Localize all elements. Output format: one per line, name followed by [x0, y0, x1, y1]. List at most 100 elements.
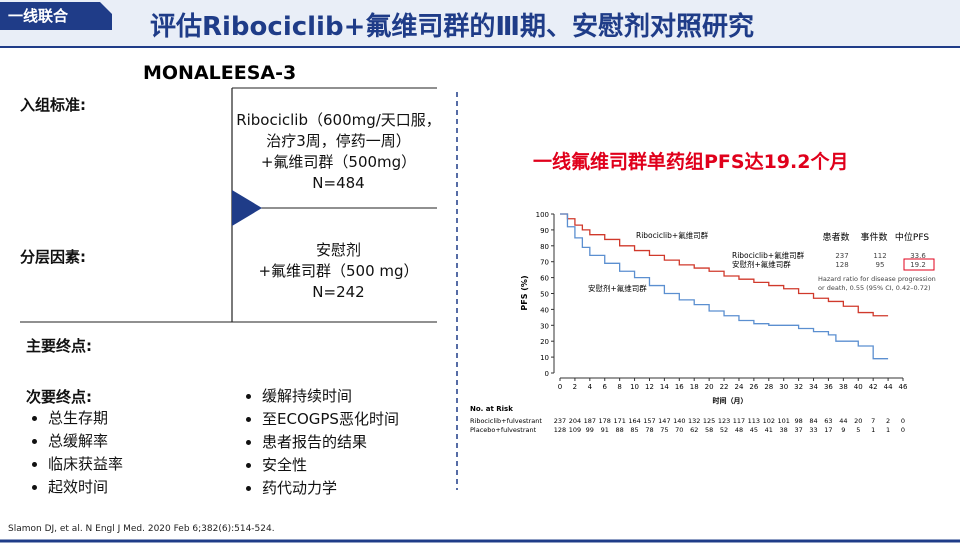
y-tick-label: 70 — [540, 259, 549, 267]
x-tick-label: 14 — [660, 383, 669, 391]
at-risk-count: 102 — [763, 417, 775, 425]
at-risk-count: 109 — [569, 426, 581, 434]
arm-line: +氟维司群（500mg） — [260, 153, 417, 171]
at-risk-count: 37 — [794, 426, 802, 434]
x-tick-label: 16 — [675, 383, 684, 391]
at-risk-count: 9 — [841, 426, 845, 434]
list-item: 药代动力学 — [262, 478, 472, 498]
x-tick-label: 28 — [764, 383, 773, 391]
arm-line: +氟维司群（500 mg） — [258, 262, 419, 280]
at-risk-count: 85 — [630, 426, 638, 434]
at-risk-count: 38 — [780, 426, 788, 434]
at-risk-count: 117 — [733, 417, 745, 425]
at-risk-count: 91 — [601, 426, 609, 434]
slide-title: 评估Ribociclib+氟维司群的Ⅲ期、安慰剂对照研究 — [150, 12, 754, 42]
heading: 分层因素: — [20, 248, 86, 266]
at-risk-count: 70 — [675, 426, 683, 434]
at-risk-count: 41 — [765, 426, 773, 434]
x-axis-label: 时间（月） — [713, 396, 748, 405]
at-risk-count: 113 — [748, 417, 760, 425]
list-item: 起效时间 — [48, 477, 238, 497]
at-risk-count: 147 — [658, 417, 670, 425]
y-tick-label: 10 — [540, 354, 549, 362]
list-item: 安全性 — [262, 455, 472, 475]
at-risk-count: 17 — [824, 426, 832, 434]
at-risk-count: 84 — [809, 417, 817, 425]
at-risk-count: 187 — [584, 417, 596, 425]
arm: Ribociclib（600mg/天口服，治疗3周，停药一周） +氟维司群（500… — [236, 110, 441, 194]
list: 总生存期总缓解率临床获益率起效时间 — [26, 408, 238, 500]
study-name: MONALEESA-3 — [143, 62, 297, 84]
x-tick-label: 6 — [603, 383, 608, 391]
heading: 入组标准: — [20, 96, 86, 114]
at-risk-count: 204 — [569, 417, 581, 425]
figure-headline: 一线氟维司群单药组PFS达19.2个月 — [533, 151, 849, 173]
at-risk-count: 63 — [824, 417, 832, 425]
list-item: 患者报告的结果 — [262, 432, 472, 452]
at-risk-count: 44 — [839, 417, 847, 425]
at-risk-count: 132 — [688, 417, 700, 425]
table-header: 中位PFS — [895, 231, 929, 243]
x-tick-label: 18 — [690, 383, 699, 391]
y-tick-label: 50 — [540, 291, 549, 299]
at-risk-count: 5 — [856, 426, 860, 434]
arm-line: 安慰剂 — [315, 241, 361, 259]
x-tick-label: 24 — [734, 383, 743, 391]
y-tick-label: 40 — [540, 306, 549, 314]
y-tick-label: 30 — [540, 322, 549, 330]
heading: 主要终点: — [26, 337, 92, 355]
header-rule — [0, 46, 960, 48]
table-header: 事件数 — [860, 231, 887, 243]
curve-label: Ribociclib+氟维司群 — [636, 230, 709, 240]
at-risk-count: 140 — [673, 417, 685, 425]
at-risk-count: 62 — [690, 426, 698, 434]
x-tick-label: 36 — [824, 383, 833, 391]
x-tick-label: 42 — [869, 383, 878, 391]
table-row-label: Ribociclib+氟维司群 — [732, 250, 805, 260]
x-tick-label: 26 — [749, 383, 758, 391]
at-risk-title: No. at Risk — [470, 405, 513, 413]
arm-line: N=484 — [312, 174, 365, 192]
at-risk-count: 20 — [854, 417, 862, 425]
hazard-note: or death, 0.55 (95% CI, 0.42–0.72) — [818, 284, 931, 292]
arrow — [232, 190, 262, 226]
at-risk-count: 7 — [871, 417, 875, 425]
citation: Slamon DJ, et al. N Engl J Med. 2020 Feb… — [8, 524, 275, 534]
arm-line: Ribociclib（600mg/天口服，治疗3周，停药一周） — [236, 111, 441, 150]
table-cell: 112 — [873, 252, 886, 260]
arm-line: N=242 — [312, 283, 365, 301]
table-cell: 95 — [876, 261, 885, 269]
at-risk-count: 52 — [720, 426, 728, 434]
y-tick-label: 20 — [540, 338, 549, 346]
x-tick-label: 40 — [854, 383, 863, 391]
table-cell: 33.6 — [910, 252, 926, 260]
hazard-note: Hazard ratio for disease progression — [818, 275, 936, 283]
at-risk-count: 99 — [586, 426, 594, 434]
list-item: 总缓解率 — [48, 431, 238, 451]
y-axis-label: PFS (%) — [520, 275, 529, 310]
at-risk-count: 101 — [777, 417, 789, 425]
at-risk-label: Placebo+fulvestrant — [470, 426, 537, 434]
x-tick-label: 44 — [884, 383, 893, 391]
table-row-label: 安慰剂+氟维司群 — [732, 259, 791, 269]
y-tick-label: 100 — [536, 211, 549, 219]
table-cell: 19.2 — [910, 261, 926, 269]
at-risk-count: 33 — [809, 426, 817, 434]
at-risk-count: 128 — [554, 426, 566, 434]
at-risk-count: 98 — [794, 417, 802, 425]
at-risk-label: Ribociclib+fulvestrant — [470, 417, 542, 425]
x-tick-label: 10 — [630, 383, 639, 391]
km-curve — [560, 213, 889, 317]
at-risk-count: 178 — [599, 417, 611, 425]
x-tick-label: 22 — [720, 383, 729, 391]
x-tick-label: 20 — [705, 383, 714, 391]
at-risk-count: 123 — [718, 417, 730, 425]
at-risk-count: 48 — [735, 426, 743, 434]
at-risk-count: 1 — [871, 426, 875, 434]
x-tick-label: 32 — [794, 383, 803, 391]
highlight-box — [903, 258, 935, 271]
list-item: 至ECOGPS恶化时间 — [262, 409, 472, 429]
